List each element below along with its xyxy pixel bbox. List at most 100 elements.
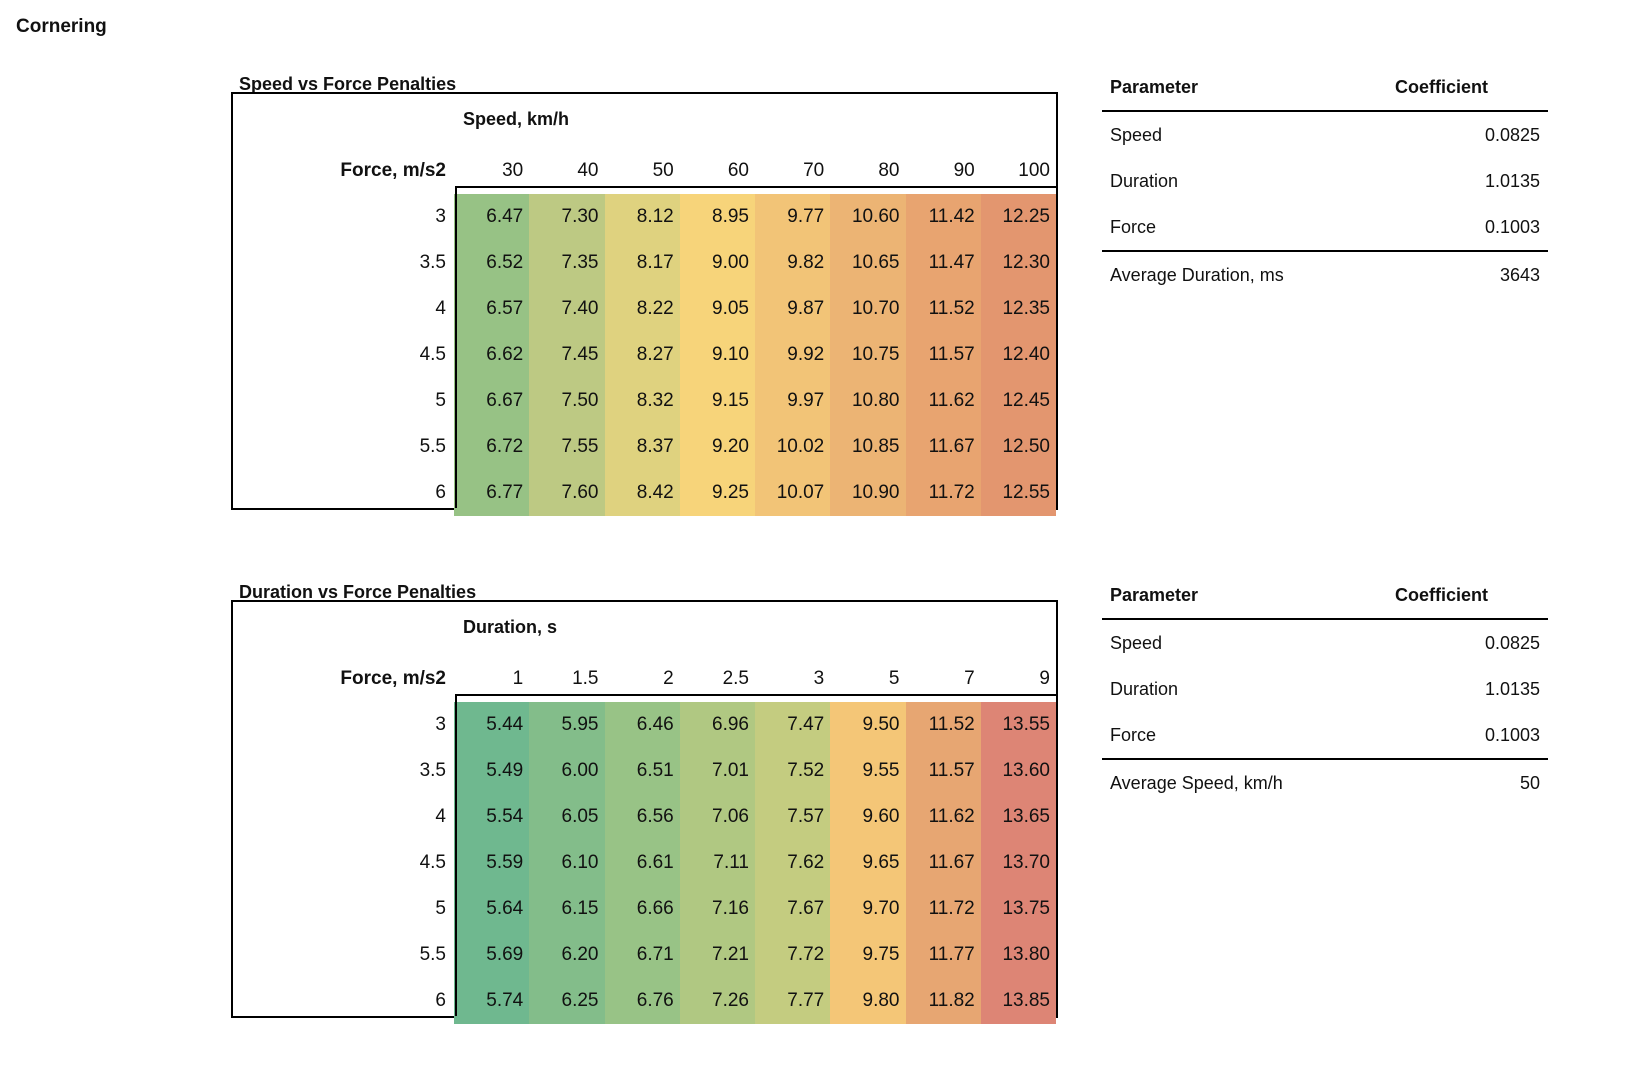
- parameter-col: Parameter: [1110, 585, 1199, 605]
- force-label: 4: [435, 298, 446, 319]
- table-cell: 7.40: [529, 286, 605, 332]
- column-header: 2: [663, 668, 674, 689]
- table-row: 3.5 6.52 7.35 8.17 9.00 9.82 10.65 11.47 12.30: [233, 240, 1056, 286]
- table-cell: 5.59: [454, 840, 530, 886]
- average-row: Average Duration, ms 3643: [1102, 250, 1548, 298]
- table-cell: 11.72: [905, 886, 981, 932]
- column-header: 7: [964, 668, 975, 689]
- parameter-row: Duration 1.0135: [1102, 666, 1548, 712]
- table-cell: 5.54: [454, 794, 530, 840]
- table-row: 5.5 5.69 6.20 6.71 7.21 7.72 9.75 11.77 13.80: [233, 932, 1056, 978]
- table-cell: 6.96: [679, 702, 755, 748]
- table-cell: 7.26: [679, 978, 755, 1024]
- table-cell: 9.75: [830, 932, 906, 978]
- table-cell: 12.50: [980, 424, 1056, 470]
- penalty-table: Duration, s Force, m/s2 1 1.5 2 2.5 3 5 7 9 3 5.4…: [231, 600, 1058, 1024]
- table-cell: 12.35: [980, 286, 1056, 332]
- parameter-row: Duration 1.0135: [1102, 158, 1548, 204]
- column-header: 1.5: [572, 668, 599, 689]
- table-cell: 6.25: [529, 978, 605, 1024]
- table-cell: 7.52: [755, 748, 831, 794]
- table-cell: 13.85: [980, 978, 1056, 1024]
- table-cell: 9.10: [679, 332, 755, 378]
- column-header: 40: [577, 160, 599, 181]
- table-cell: 7.35: [529, 240, 605, 286]
- table-row: 6 5.74 6.25 6.76 7.26 7.77 9.80 11.82 13.85: [233, 978, 1056, 1024]
- table-cell: 9.00: [679, 240, 755, 286]
- parameter-row: Speed 0.0825: [1102, 620, 1548, 666]
- table-cell: 7.55: [529, 424, 605, 470]
- table-cell: 13.60: [980, 748, 1056, 794]
- table-cell: 8.22: [604, 286, 680, 332]
- header-row: Force, m/s2 30 40 50 60 70 80 90 100: [233, 148, 1056, 194]
- force-label: 6: [435, 482, 446, 503]
- table-cell: 8.17: [604, 240, 680, 286]
- table-cell: 11.82: [905, 978, 981, 1024]
- parameter-value: 0.1003: [1484, 217, 1540, 237]
- force-label: 4: [435, 806, 446, 827]
- table-cell: 11.52: [905, 702, 981, 748]
- table-cell: 8.12: [604, 194, 680, 240]
- table-cell: 7.11: [679, 840, 755, 886]
- page-title: Cornering: [16, 16, 107, 37]
- column-header: 70: [803, 160, 825, 181]
- parameter-name: Force: [1110, 217, 1157, 237]
- table-cell: 5.74: [454, 978, 530, 1024]
- parameter-value: 0.0825: [1484, 633, 1540, 653]
- parameter-table: Parameter Coefficient Speed 0.0825 Duration 1…: [1102, 572, 1548, 806]
- table-cell: 7.47: [755, 702, 831, 748]
- row-header: Force, m/s2: [340, 668, 446, 689]
- force-label: 4.5: [419, 344, 446, 365]
- table-cell: 9.60: [830, 794, 906, 840]
- table-cell: 6.15: [529, 886, 605, 932]
- average-value: 3643: [1499, 265, 1540, 285]
- parameter-name: Speed: [1110, 125, 1163, 145]
- force-label: 6: [435, 990, 446, 1011]
- table-cell: 7.60: [529, 470, 605, 516]
- table-cell: 11.52: [905, 286, 981, 332]
- coefficient-col: Coefficient: [1394, 77, 1488, 97]
- table-cell: 11.62: [905, 378, 981, 424]
- table-cell: 10.75: [830, 332, 906, 378]
- parameter-row: Force 0.1003: [1102, 712, 1548, 758]
- table-cell: 12.45: [980, 378, 1056, 424]
- table-cell: 6.57: [454, 286, 530, 332]
- table-row: 3.5 5.49 6.00 6.51 7.01 7.52 9.55 11.57 13.60: [233, 748, 1056, 794]
- table-cell: 6.47: [454, 194, 530, 240]
- table-cell: 10.07: [755, 470, 831, 516]
- table-cell: 6.05: [529, 794, 605, 840]
- table-cell: 5.44: [454, 702, 530, 748]
- average-row: Average Speed, km/h 50: [1102, 758, 1548, 806]
- table-cell: 6.20: [529, 932, 605, 978]
- table-cell: 6.10: [529, 840, 605, 886]
- table-cell: 6.76: [604, 978, 680, 1024]
- parameter-col: Parameter: [1110, 77, 1199, 97]
- table-row: 5 5.64 6.15 6.66 7.16 7.67 9.70 11.72 13.75: [233, 886, 1056, 932]
- table-row: 5 6.67 7.50 8.32 9.15 9.97 10.80 11.62 12.45: [233, 378, 1056, 424]
- table-cell: 6.00: [529, 748, 605, 794]
- column-header: 30: [502, 160, 524, 181]
- parameter-row: Speed 0.0825: [1102, 112, 1548, 158]
- table-title: Speed vs Force Penalties: [239, 74, 457, 94]
- table-cell: 12.55: [980, 470, 1056, 516]
- average-label: Average Duration, ms: [1110, 265, 1284, 285]
- parameter-row: Force 0.1003: [1102, 204, 1548, 250]
- parameter-value: 0.0825: [1484, 125, 1540, 145]
- table-cell: 11.42: [905, 194, 981, 240]
- parameter-name: Force: [1110, 725, 1157, 745]
- table-cell: 7.62: [755, 840, 831, 886]
- table-cell: 11.47: [905, 240, 981, 286]
- table-cell: 7.72: [755, 932, 831, 978]
- table-cell: 9.50: [830, 702, 906, 748]
- row-header: Force, m/s2: [340, 160, 446, 181]
- parameter-table: Parameter Coefficient Speed 0.0825 Duration 1…: [1102, 64, 1548, 298]
- table-cell: 9.15: [679, 378, 755, 424]
- force-label: 3: [435, 714, 446, 735]
- table-cell: 9.70: [830, 886, 906, 932]
- table-cell: 9.05: [679, 286, 755, 332]
- parameter-header: Parameter Coefficient: [1102, 64, 1548, 112]
- column-header: 3: [813, 668, 825, 689]
- table-cell: 9.25: [679, 470, 755, 516]
- parameter-name: Duration: [1110, 171, 1179, 191]
- force-label: 5: [435, 898, 446, 919]
